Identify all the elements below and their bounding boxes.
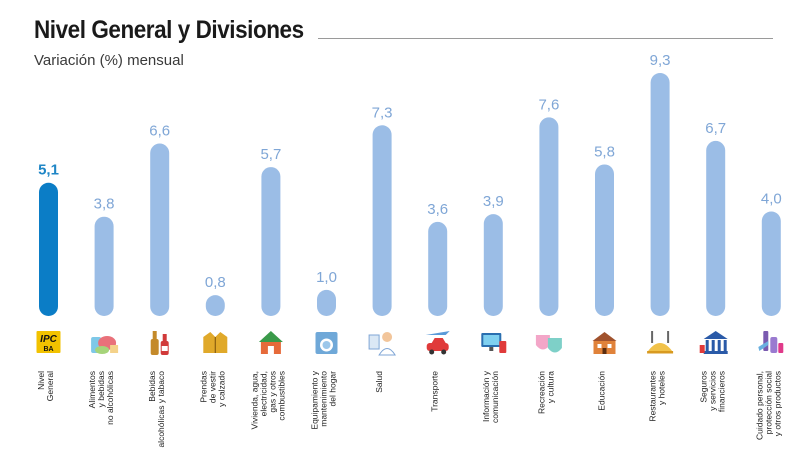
category-label: Salud bbox=[374, 371, 384, 393]
school-icon bbox=[592, 332, 617, 354]
category-label: Recreacióny cultura bbox=[536, 371, 555, 414]
bar-value-label: 5,7 bbox=[260, 146, 281, 163]
category-label: Bebidasalcohólicas y tabaco bbox=[147, 371, 166, 448]
bar bbox=[150, 143, 170, 316]
bar-value-label: 5,1 bbox=[38, 162, 59, 179]
personal-care-icon bbox=[758, 331, 784, 353]
food-icon bbox=[91, 336, 119, 354]
washing-machine-icon bbox=[315, 332, 338, 354]
bar bbox=[261, 167, 281, 316]
bar-value-label: 7,6 bbox=[538, 96, 559, 113]
bar bbox=[761, 211, 781, 316]
bar-value-label: 6,6 bbox=[149, 123, 170, 140]
category-label: Restaurantesy hoteles bbox=[648, 371, 667, 422]
theater-masks-icon bbox=[535, 335, 562, 353]
bar bbox=[94, 216, 114, 316]
doctor-icon bbox=[368, 332, 396, 356]
title-rule bbox=[318, 38, 773, 39]
category-label: Prendasde vestiry calzado bbox=[198, 371, 226, 407]
bar-value-label: 5,8 bbox=[594, 143, 615, 160]
bar-value-label: 3,9 bbox=[483, 193, 504, 210]
bottle-icon bbox=[150, 331, 169, 355]
bank-icon bbox=[699, 331, 728, 354]
category-label: Educación bbox=[597, 371, 607, 411]
bar bbox=[372, 125, 392, 317]
bar-value-label: 4,0 bbox=[761, 190, 782, 207]
bar bbox=[317, 289, 336, 316]
bar bbox=[205, 295, 225, 316]
category-label: Equipamiento ymantenimientodel hogar bbox=[310, 370, 338, 429]
computer-icon bbox=[481, 333, 507, 353]
logo-text: BA bbox=[43, 346, 53, 353]
bar bbox=[539, 117, 559, 316]
car-airplane-icon bbox=[425, 331, 450, 355]
bar bbox=[428, 221, 448, 316]
jacket-icon bbox=[203, 332, 228, 353]
category-label: NivelGeneral bbox=[36, 371, 55, 401]
category-label: Vivienda, agua,electricidad,gas y otrosc… bbox=[249, 371, 286, 429]
bar-value-label: 6,7 bbox=[705, 120, 726, 137]
chart-subtitle: Variación (%) mensual bbox=[34, 52, 184, 69]
category-label: Transporte bbox=[430, 371, 440, 412]
house-icon bbox=[258, 331, 283, 354]
bar-value-label: 7,3 bbox=[372, 104, 393, 121]
bar-value-label: 3,6 bbox=[427, 201, 448, 218]
category-label: Alimentosy bebidasno alcohólicas bbox=[87, 371, 115, 425]
bar-value-label: 9,3 bbox=[650, 52, 671, 69]
restaurant-icon bbox=[647, 331, 674, 354]
bar bbox=[483, 214, 503, 316]
category-label: Cuidado personal,protección socialy otro… bbox=[754, 371, 782, 440]
bar-value-label: 0,8 bbox=[205, 274, 226, 291]
bar-value-label: 3,8 bbox=[94, 196, 115, 213]
bar bbox=[595, 164, 614, 316]
bar bbox=[39, 182, 58, 316]
bar-value-label: 1,0 bbox=[316, 269, 337, 286]
chart-title: Nivel General y Divisiones bbox=[34, 16, 304, 44]
category-label: Información ycomunicación bbox=[481, 370, 500, 423]
bar bbox=[650, 73, 670, 316]
category-label: Segurosy serviciosfinancieros bbox=[699, 371, 727, 412]
logo-text: IPC bbox=[40, 334, 57, 345]
bar bbox=[706, 140, 726, 316]
